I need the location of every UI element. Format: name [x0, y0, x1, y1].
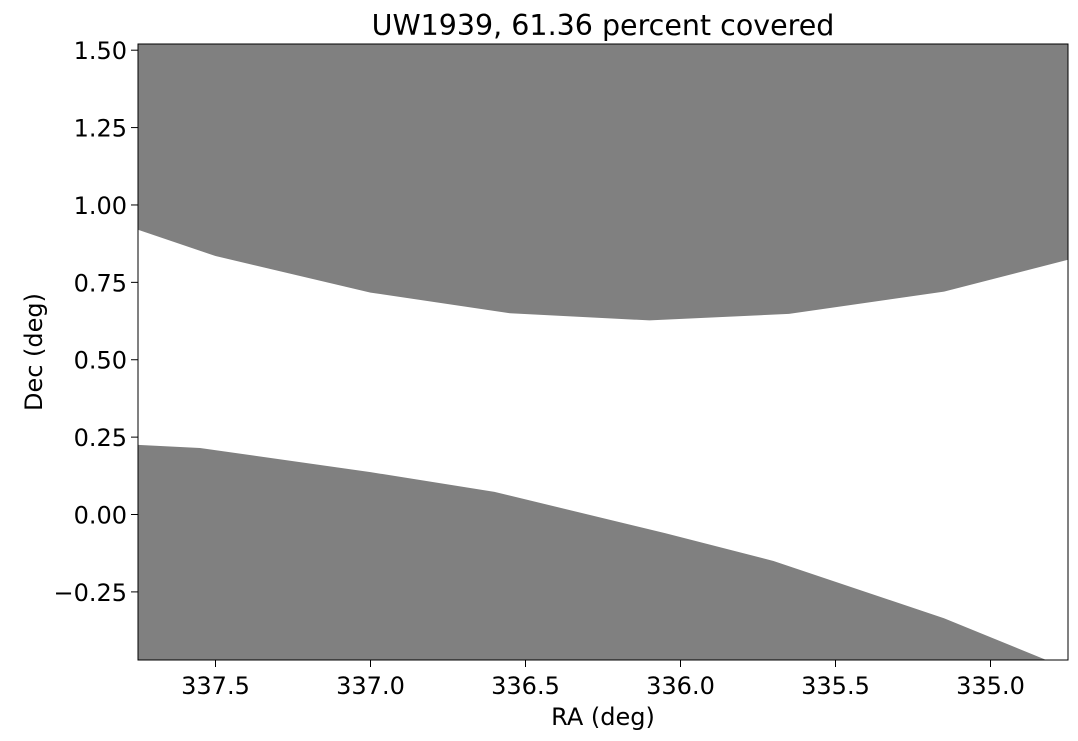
y-tick-label: 0.25	[74, 424, 127, 452]
y-tick-label: 0.50	[74, 347, 127, 375]
y-tick-label: 1.50	[74, 37, 127, 65]
y-axis-label: Dec (deg)	[20, 293, 48, 411]
y-tick-label: 0.00	[74, 502, 127, 530]
x-tick-label: 335.0	[956, 672, 1025, 700]
y-tick-label: 1.00	[74, 192, 127, 220]
x-axis-label: RA (deg)	[551, 703, 655, 731]
y-tick-label: 0.75	[74, 269, 127, 297]
coverage-region-upper	[138, 44, 1068, 321]
x-tick-label: 337.0	[336, 672, 405, 700]
plot-area	[138, 44, 1068, 660]
plot-frame	[137, 43, 1069, 661]
chart-title: UW1939, 61.36 percent covered	[372, 9, 835, 42]
x-axis-ticks: 337.5 337.0 336.5 336.0 335.5 335.0	[181, 660, 1025, 700]
x-tick-label: 335.5	[801, 672, 870, 700]
x-tick-label: 336.0	[646, 672, 715, 700]
coverage-region-lower	[138, 444, 1047, 660]
y-tick-label: 1.25	[74, 115, 127, 143]
x-tick-label: 337.5	[181, 672, 250, 700]
x-tick-label: 336.5	[491, 672, 560, 700]
y-axis-ticks: 1.50 1.25 1.00 0.75 0.50 0.25 0.00 −0.25	[53, 37, 138, 607]
y-tick-label: −0.25	[53, 579, 127, 607]
